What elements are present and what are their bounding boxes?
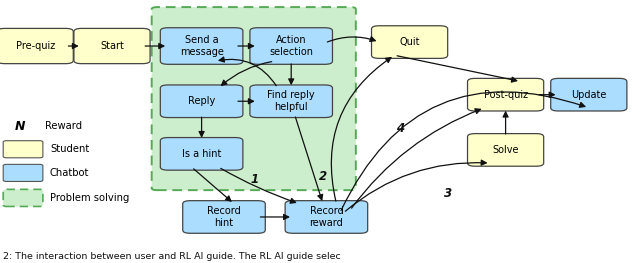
Text: Record
hint: Record hint [207, 206, 241, 228]
Text: Reward: Reward [45, 121, 82, 131]
FancyBboxPatch shape [550, 78, 627, 111]
Text: N: N [15, 120, 26, 133]
Text: 4: 4 [396, 122, 404, 135]
FancyBboxPatch shape [250, 28, 333, 64]
Text: Solve: Solve [492, 145, 519, 155]
Text: Is a hint: Is a hint [182, 149, 221, 159]
FancyBboxPatch shape [371, 26, 448, 58]
FancyBboxPatch shape [285, 201, 367, 233]
FancyBboxPatch shape [0, 28, 73, 64]
FancyBboxPatch shape [468, 78, 544, 111]
Text: Record
reward: Record reward [310, 206, 343, 228]
Text: Student: Student [50, 144, 89, 154]
Text: Action
selection: Action selection [269, 35, 313, 57]
Text: 1: 1 [251, 173, 259, 186]
Text: Problem solving: Problem solving [50, 193, 129, 203]
FancyBboxPatch shape [160, 138, 243, 170]
Text: Reply: Reply [188, 96, 215, 106]
Text: Start: Start [100, 41, 124, 51]
Text: Find reply
helpful: Find reply helpful [268, 90, 315, 112]
FancyBboxPatch shape [183, 201, 265, 233]
Text: Quit: Quit [399, 37, 420, 47]
FancyBboxPatch shape [160, 28, 243, 64]
FancyBboxPatch shape [160, 85, 243, 118]
FancyBboxPatch shape [250, 85, 333, 118]
FancyBboxPatch shape [74, 28, 150, 64]
FancyBboxPatch shape [3, 164, 43, 181]
FancyBboxPatch shape [468, 134, 544, 166]
Text: Pre-quiz: Pre-quiz [15, 41, 55, 51]
Text: 2: 2 [319, 170, 326, 183]
Text: 3: 3 [444, 187, 452, 200]
FancyBboxPatch shape [3, 189, 43, 206]
Text: Post-quiz: Post-quiz [484, 90, 527, 100]
Text: Send a
message: Send a message [180, 35, 223, 57]
Text: 2: The interaction between user and RL AI guide. The RL AI guide selec: 2: The interaction between user and RL A… [3, 252, 341, 261]
Text: Chatbot: Chatbot [50, 168, 90, 178]
FancyBboxPatch shape [152, 7, 356, 190]
Text: Update: Update [571, 90, 607, 100]
FancyBboxPatch shape [3, 141, 43, 158]
